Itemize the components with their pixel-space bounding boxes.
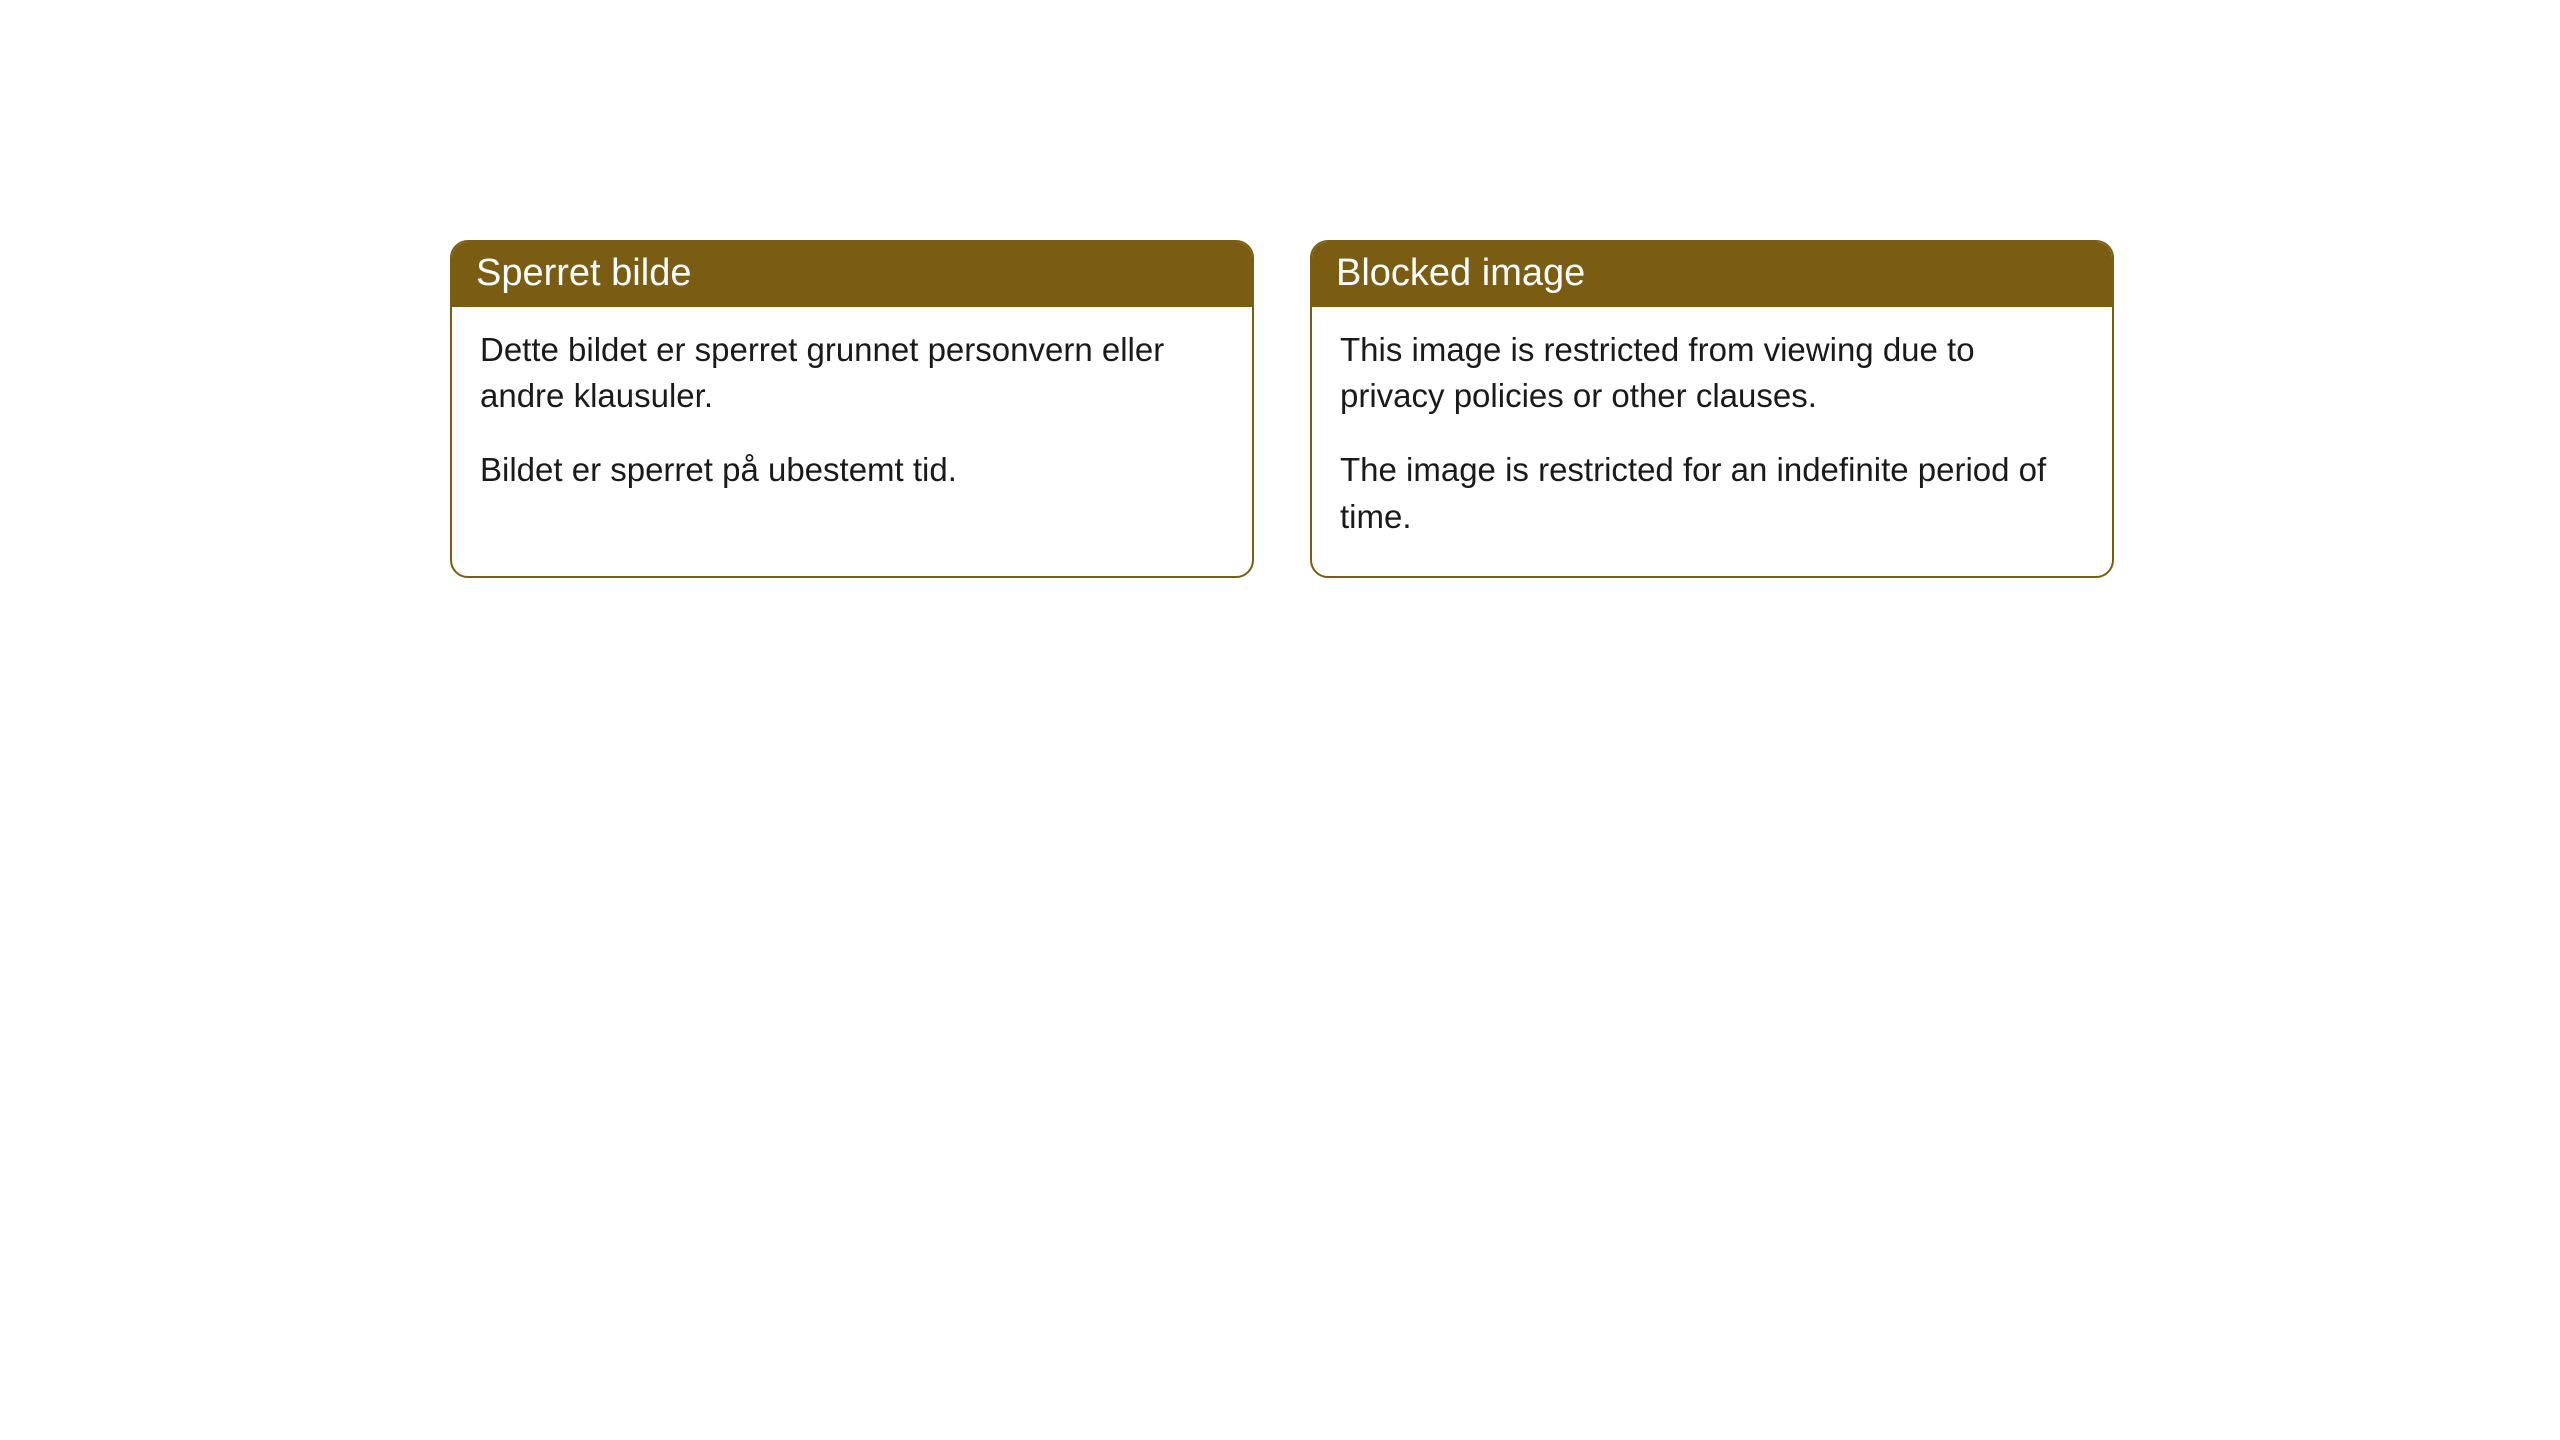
notice-paragraph: Dette bildet er sperret grunnet personve… <box>480 327 1224 419</box>
notice-container: Sperret bilde Dette bildet er sperret gr… <box>450 240 2114 578</box>
notice-paragraph: This image is restricted from viewing du… <box>1340 327 2084 419</box>
notice-body: This image is restricted from viewing du… <box>1312 307 2112 576</box>
notice-paragraph: Bildet er sperret på ubestemt tid. <box>480 447 1224 493</box>
notice-body: Dette bildet er sperret grunnet personve… <box>452 307 1252 530</box>
notice-card-norwegian: Sperret bilde Dette bildet er sperret gr… <box>450 240 1254 578</box>
notice-header: Blocked image <box>1312 242 2112 307</box>
notice-header: Sperret bilde <box>452 242 1252 307</box>
notice-title: Blocked image <box>1336 252 1585 294</box>
notice-paragraph: The image is restricted for an indefinit… <box>1340 447 2084 539</box>
notice-card-english: Blocked image This image is restricted f… <box>1310 240 2114 578</box>
notice-title: Sperret bilde <box>476 252 691 294</box>
